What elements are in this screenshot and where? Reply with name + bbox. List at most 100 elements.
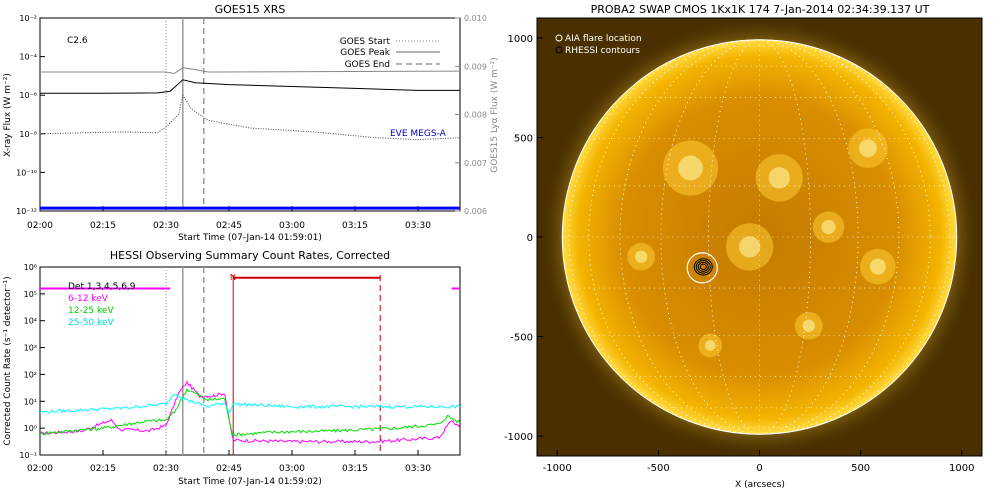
hessi-x-tick-label: 02:45 [216, 464, 242, 474]
swap-x-tick-label: 500 [851, 463, 870, 474]
rhessi-contour [693, 258, 713, 276]
swap-x-label: X (arcsecs) [735, 480, 785, 490]
hessi-title: HESSI Observing Summary Count Rates, Cor… [110, 249, 390, 262]
hessi-x-tick-label: 03:00 [279, 464, 305, 474]
rhessi-contour [695, 260, 711, 274]
active-region-core [802, 319, 816, 332]
goes-y2-tick-label: 0.010 [464, 14, 487, 23]
swap-title: PROBA2 SWAP CMOS 1Kx1K 174 7-Jan-2014 02… [591, 3, 930, 16]
hessi-series-line-1 [40, 388, 460, 437]
hessi-legend-title: Det 1,3,4,5,6,9 [68, 282, 136, 292]
hessi-flags [40, 276, 460, 290]
goes-x-tick-label: 03:15 [342, 221, 368, 231]
hessi-y-tick-label: 10⁵ [24, 290, 37, 299]
swap-y-tick-label: 500 [514, 133, 533, 144]
hessi-x-tick-label: 02:30 [153, 464, 179, 474]
goes-y-tick-label: 10⁻⁸ [19, 130, 37, 139]
goes-x-tick-label: 03:00 [279, 221, 305, 231]
goes-x-label: Start Time (07-Jan-14 01:59:01) [178, 233, 322, 243]
hessi-x-tick-label: 02:00 [27, 464, 53, 474]
active-region-core [678, 155, 703, 181]
swap-image-panel: PROBA2 SWAP CMOS 1Kx1K 174 7-Jan-2014 02… [504, 3, 983, 490]
hessi-y-tick-label: 10⁶ [24, 263, 37, 272]
swap-legend-rhessi-symbol [555, 46, 563, 54]
goes-y2-tick-label: 0.009 [464, 62, 487, 71]
hessi-y-tick-label: 10⁴ [24, 317, 37, 326]
hessi-y-tick-label: 10⁻¹ [19, 451, 37, 460]
swap-y-tick-label: 1000 [508, 34, 533, 45]
swap-y-tick-label: -500 [510, 333, 533, 344]
hessi-y-axis: 10⁻¹ 10⁰ 10¹ 10² 10³ 10⁴ 10⁵ 10⁶ [19, 263, 45, 460]
hessi-legend: Det 1,3,4,5,6,9 6-12 keV 12-25 keV 25-50… [68, 282, 136, 328]
active-region-core [634, 250, 648, 263]
rhessi-contour [699, 263, 707, 271]
hessi-x-axis: 02:00 02:15 02:30 02:45 03:00 03:15 03:30 [27, 450, 431, 474]
goes-x-tick-label: 02:45 [216, 221, 242, 231]
hessi-event-lines [165, 267, 381, 455]
goes-flare-class: C2.6 [67, 36, 88, 46]
goes-series-line-0 [40, 79, 460, 94]
grid-meridian [588, 39, 931, 435]
goes-y2-axis: 0.006 0.007 0.008 0.009 0.010 [455, 14, 487, 216]
hessi-series [40, 380, 460, 444]
goes-x-tick-label: 02:30 [153, 221, 179, 231]
goes-series-line-1 [40, 93, 460, 141]
sun-limb [561, 39, 958, 435]
swap-x-tick-label: -1000 [543, 463, 572, 474]
hessi-legend-25-50: 25-50 keV [68, 318, 114, 328]
goes-legend-start-label: GOES Start [340, 37, 391, 47]
swap-x-tick-label: 1000 [949, 463, 974, 474]
goes-x-tick-label: 02:00 [27, 221, 53, 231]
sun-active-regions [627, 128, 896, 358]
goes-plot-frame [39, 17, 461, 212]
goes-event-lines [165, 18, 205, 211]
hessi-y-tick-label: 10¹ [24, 397, 37, 406]
hessi-x-tick-label: 03:30 [405, 464, 431, 474]
swap-y-axis: -1000 -500 0 500 1000 [504, 34, 543, 443]
swap-legend-rhessi-label: RHESSI contours [565, 46, 640, 56]
goes-series-line-2 [40, 67, 460, 75]
hessi-legend-6-12: 6-12 keV [68, 294, 109, 304]
goes-x-tick-label: 02:15 [90, 221, 116, 231]
goes-legend: GOES Start GOES Peak GOES End [340, 37, 440, 70]
swap-legend-aia-symbol [555, 34, 563, 42]
goes-y-tick-label: 10⁻⁶ [19, 91, 37, 100]
grid-meridian [619, 39, 900, 435]
goes-y2-label: GOES15 Lyα Flux (W m⁻²) [490, 57, 500, 173]
goes-y-tick-label: 10⁻¹² [16, 207, 37, 216]
hessi-x-label: Start Time (07-Jan-14 01:59:02) [178, 477, 322, 487]
hessi-marker-label: N [230, 273, 236, 282]
hessi-panel: HESSI Observing Summary Count Rates, Cor… [3, 249, 461, 487]
rhessi-contours [693, 258, 713, 276]
swap-legend: AIA flare location RHESSI contours [555, 34, 642, 56]
goes-y-axis: 10⁻¹² 10⁻¹⁰ 10⁻⁸ 10⁻⁶ 10⁻⁴ 10⁻² [16, 14, 45, 216]
rhessi-contour [697, 261, 709, 272]
goes-y-tick-label: 10⁻⁴ [19, 53, 37, 62]
swap-y-tick-label: -1000 [504, 432, 533, 443]
active-region-core [768, 167, 790, 189]
hessi-x-tick-label: 03:15 [342, 464, 368, 474]
goes-xrs-panel: GOES15 XRS 10⁻¹² 10⁻¹⁰ 10⁻⁸ 10⁻⁶ 10⁻⁴ 10⁻² 0.… [3, 3, 500, 243]
goes-legend-peak-label: GOES Peak [340, 48, 390, 58]
hessi-y-tick-label: 10³ [24, 344, 37, 353]
hessi-legend-12-25: 12-25 keV [68, 306, 114, 316]
hessi-series-line-0 [40, 380, 460, 444]
goes-eve-annotation: EVE MEGS-A [390, 129, 447, 139]
hessi-y-label: Corrected Count Rate (s⁻¹ detector⁻¹) [3, 276, 13, 445]
active-region-core [821, 220, 836, 235]
goes-x-axis: 02:00 02:15 02:30 02:45 03:00 03:15 03:30 [27, 206, 431, 231]
goes-y-tick-label: 10⁻² [19, 14, 37, 23]
swap-y-tick-label: 0 [527, 233, 533, 244]
swap-x-axis: -1000 -500 0 500 1000 [543, 450, 974, 474]
hessi-y-tick-label: 10⁰ [24, 424, 37, 433]
hessi-plot-frame [39, 266, 461, 456]
goes-y-label: X-ray Flux (W m⁻²) [3, 73, 13, 157]
goes-y2-tick-label: 0.008 [464, 111, 487, 120]
hessi-series-line-2 [40, 393, 460, 415]
active-region-core [869, 258, 886, 275]
hessi-x-tick-label: 02:15 [90, 464, 116, 474]
hessi-y-tick-label: 10² [24, 370, 37, 379]
sun-coordinate-grid [562, 39, 957, 435]
active-region-core [738, 236, 761, 258]
